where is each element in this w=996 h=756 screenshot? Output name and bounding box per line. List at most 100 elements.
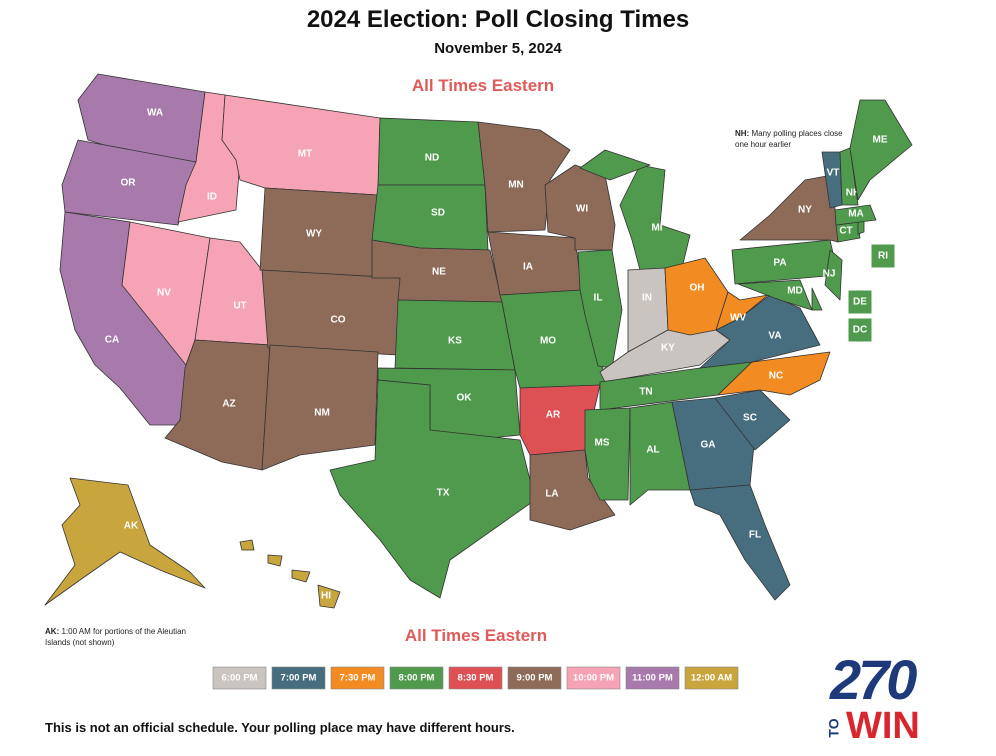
state <box>689 484 791 601</box>
ak-note: AK: 1:00 AM for portions of the Aleutian… <box>45 626 195 648</box>
legend-swatch <box>507 666 562 690</box>
time-zone-note: All Times Eastern <box>404 626 548 645</box>
state-label: IN <box>642 293 652 304</box>
state <box>714 389 791 451</box>
state <box>221 94 381 196</box>
state-label: SD <box>431 208 445 219</box>
note-text: Many polling places close one hour earli… <box>735 129 843 149</box>
state-label: NH <box>846 188 860 199</box>
state-label: NV <box>157 288 171 299</box>
legend-label: 12:00 AM <box>691 673 732 684</box>
legend-label: 10:00 PM <box>573 673 614 684</box>
legend-label: 11:00 PM <box>632 673 673 684</box>
state-label: NC <box>769 371 783 382</box>
state-box <box>847 317 873 343</box>
state-label: MA <box>848 209 864 220</box>
state-label: DC <box>853 325 867 336</box>
state-label: FL <box>749 530 761 541</box>
legend-swatch <box>684 666 739 690</box>
state-label: KY <box>661 343 675 354</box>
state <box>834 204 877 226</box>
state <box>699 294 821 369</box>
state-label: DE <box>853 297 867 308</box>
state-label: NJ <box>823 269 836 280</box>
state-label: TX <box>437 488 450 499</box>
title: 2024 Election: Poll Closing Times <box>306 6 690 33</box>
state-label: AZ <box>222 399 235 410</box>
state-label: OK <box>457 393 473 404</box>
nh-note: NH: Many polling places close one hour e… <box>735 128 855 150</box>
legend-swatch <box>330 666 385 690</box>
state-label: MS <box>595 438 610 449</box>
state-label: LA <box>545 489 558 500</box>
state <box>329 379 536 599</box>
state-label: SC <box>743 413 757 424</box>
state-label: WA <box>147 108 163 119</box>
subtitle: November 5, 2024 <box>434 40 562 57</box>
state <box>61 139 197 226</box>
state-label: WV <box>730 313 746 324</box>
state-label: NE <box>432 267 446 278</box>
state-label: CO <box>331 315 346 326</box>
state <box>577 249 623 369</box>
state-label: IA <box>523 262 533 273</box>
legend-swatch <box>389 666 444 690</box>
state-box <box>847 289 873 315</box>
state <box>371 184 489 251</box>
state-label: MD <box>787 286 803 297</box>
state-label: ID <box>207 192 217 203</box>
state-label: IL <box>594 293 603 304</box>
state <box>849 99 913 201</box>
state-label: HI <box>321 591 331 602</box>
state <box>487 231 583 296</box>
legend-label: 8:30 PM <box>458 673 494 684</box>
state-label: RI <box>878 251 888 262</box>
logo: 270 TO WIN <box>826 652 930 748</box>
state-label: KS <box>448 336 462 347</box>
state-label: CA <box>105 335 119 346</box>
time-zone-note: All Times Eastern <box>411 76 555 95</box>
state-label: NY <box>798 205 812 216</box>
state <box>377 117 486 186</box>
legend-swatch <box>271 666 326 690</box>
note-label: NH: <box>735 129 750 138</box>
state-label: VA <box>768 331 781 342</box>
state-label: MI <box>651 223 662 234</box>
state <box>44 477 206 606</box>
state <box>261 269 401 356</box>
state <box>715 291 769 331</box>
state-label: ND <box>425 153 439 164</box>
state <box>291 569 311 583</box>
state-label: MT <box>298 149 312 160</box>
state <box>317 584 341 609</box>
state <box>629 401 691 506</box>
legend-swatch <box>212 666 267 690</box>
logo-to: TO <box>825 718 842 738</box>
legend-label: 9:00 PM <box>517 673 553 684</box>
legend-swatch <box>448 666 503 690</box>
state-label: MN <box>508 180 524 191</box>
state <box>267 554 283 567</box>
legend-swatch <box>625 666 680 690</box>
legend-label: 8:00 PM <box>399 673 435 684</box>
note-text: 1:00 AM for portions of the Aleutian Isl… <box>45 627 186 647</box>
disclaimer: This is not an official schedule. Your p… <box>45 720 515 735</box>
state <box>579 149 651 181</box>
state-label: VT <box>827 168 840 179</box>
legend-label: 7:30 PM <box>340 673 376 684</box>
state-label: AR <box>546 410 561 421</box>
state <box>811 287 823 311</box>
legend-label: 6:00 PM <box>222 673 258 684</box>
state-label: WI <box>576 204 588 215</box>
state <box>739 174 839 243</box>
legend-label: 7:00 PM <box>281 673 317 684</box>
state-label: CT <box>839 226 852 237</box>
state-label: AK <box>124 521 139 532</box>
state-label: OH <box>690 283 705 294</box>
state-label: NM <box>314 408 330 419</box>
state <box>839 147 859 206</box>
state-label: WY <box>306 229 322 240</box>
state-label: GA <box>701 440 716 451</box>
